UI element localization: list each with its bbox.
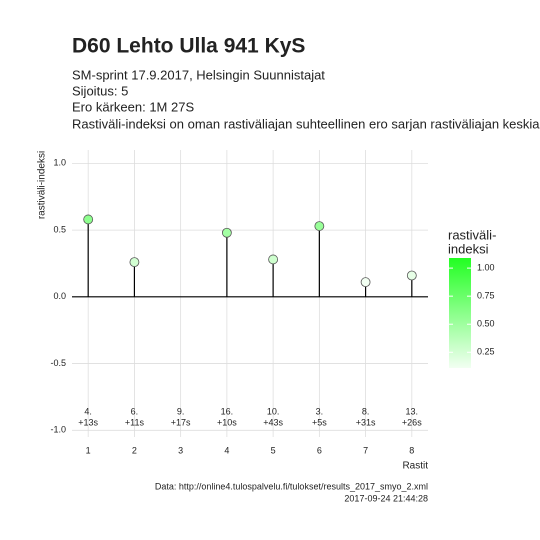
y-axis-label: rastiväli-indeksi bbox=[37, 151, 48, 219]
chart-title: D60 Lehto Ulla 941 KyS bbox=[72, 35, 305, 58]
point bbox=[268, 254, 279, 265]
rank-label: 9. bbox=[177, 406, 185, 416]
rank-label: 4. bbox=[84, 406, 92, 416]
legend-tick-label: 0.75 bbox=[477, 291, 495, 301]
point bbox=[406, 270, 417, 281]
rank-label: 8. bbox=[362, 406, 370, 416]
x-tick-label: 4 bbox=[224, 445, 229, 455]
caption: 2017-09-24 21:44:28 bbox=[344, 493, 428, 503]
point bbox=[360, 277, 371, 288]
x-tick-label: 8 bbox=[409, 445, 414, 455]
point bbox=[129, 257, 140, 268]
legend-tick-label: 0.50 bbox=[477, 319, 495, 329]
y-tick-label: -0.5 bbox=[50, 358, 66, 368]
rank-label: 13. bbox=[406, 406, 419, 416]
legend-tick-label: 1.00 bbox=[477, 262, 495, 272]
time-label: +17s bbox=[171, 417, 191, 427]
caption: Data: http://online4.tulospalvelu.fi/tul… bbox=[155, 481, 428, 491]
colorbar bbox=[449, 258, 471, 368]
x-tick-label: 6 bbox=[317, 445, 322, 455]
rank-label: 16. bbox=[221, 406, 234, 416]
time-label: +26s bbox=[402, 417, 422, 427]
x-tick-label: 7 bbox=[363, 445, 368, 455]
x-axis-label: Rastit bbox=[402, 461, 428, 472]
time-label: +11s bbox=[125, 417, 145, 427]
subtitle: Sijoitus: 5 bbox=[72, 83, 128, 98]
rank-label: 3. bbox=[316, 406, 324, 416]
x-tick-label: 2 bbox=[132, 445, 137, 455]
subtitle: Rastiväli-indeksi on oman rastiväliajan … bbox=[72, 116, 540, 131]
subtitle: SM-sprint 17.9.2017, Helsingin Suunnista… bbox=[72, 67, 325, 82]
y-tick-label: -1.0 bbox=[50, 425, 66, 435]
time-label: +13s bbox=[78, 417, 98, 427]
legend-title: indeksi bbox=[448, 241, 489, 256]
rank-label: 6. bbox=[131, 406, 139, 416]
point bbox=[314, 221, 325, 231]
y-tick-label: 0.0 bbox=[53, 291, 66, 301]
time-label: +10s bbox=[217, 417, 237, 427]
legend-tick-label: 0.25 bbox=[477, 347, 495, 357]
point bbox=[221, 227, 232, 238]
time-label: +5s bbox=[312, 417, 327, 427]
y-tick-label: 0.5 bbox=[53, 224, 66, 234]
point bbox=[83, 214, 94, 225]
rank-label: 10. bbox=[267, 406, 280, 416]
legend-title: rastiväli- bbox=[448, 227, 496, 242]
time-label: +31s bbox=[356, 417, 376, 427]
y-tick-label: 1.0 bbox=[53, 158, 66, 168]
x-tick-label: 1 bbox=[86, 445, 91, 455]
subtitle: Ero kärkeen: 1M 27S bbox=[72, 99, 194, 114]
x-tick-label: 3 bbox=[178, 445, 183, 455]
x-tick-label: 5 bbox=[271, 445, 276, 455]
time-label: +43s bbox=[263, 417, 283, 427]
